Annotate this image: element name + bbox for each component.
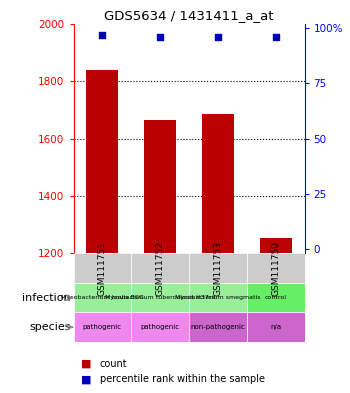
Text: n/a: n/a: [270, 324, 281, 330]
Point: [273, 34, 279, 40]
Text: GSM111751: GSM111751: [98, 241, 107, 296]
Text: Mycobacterium tuberculosis H37ra: Mycobacterium tuberculosis H37ra: [105, 295, 215, 300]
Text: Mycobacterium bovis BCG: Mycobacterium bovis BCG: [61, 295, 144, 300]
Text: GSM111750: GSM111750: [271, 241, 280, 296]
Bar: [131, 253, 189, 283]
Bar: [144, 120, 176, 253]
Text: control: control: [265, 295, 287, 300]
Bar: [189, 283, 247, 312]
Bar: [202, 114, 234, 253]
Text: GSM111752: GSM111752: [156, 241, 164, 296]
Bar: [247, 283, 304, 312]
Bar: [74, 253, 131, 283]
Text: species: species: [29, 322, 71, 332]
Point: [215, 34, 221, 40]
Text: ■: ■: [80, 358, 91, 369]
Bar: [260, 238, 292, 253]
Point: [158, 34, 163, 40]
Bar: [74, 283, 131, 312]
Text: GSM111753: GSM111753: [214, 241, 222, 296]
Title: GDS5634 / 1431411_a_at: GDS5634 / 1431411_a_at: [104, 9, 274, 22]
Text: pathogenic: pathogenic: [83, 324, 122, 330]
Bar: [86, 70, 118, 253]
Bar: [131, 283, 189, 312]
Text: pathogenic: pathogenic: [141, 324, 180, 330]
Bar: [131, 312, 189, 342]
Bar: [247, 253, 304, 283]
Text: infection: infection: [22, 293, 71, 303]
Bar: [74, 312, 131, 342]
Text: Mycobacterium smegmatis: Mycobacterium smegmatis: [175, 295, 261, 300]
Text: ■: ■: [80, 374, 91, 384]
Text: percentile rank within the sample: percentile rank within the sample: [100, 374, 265, 384]
Point: [99, 31, 105, 38]
Text: count: count: [100, 358, 127, 369]
Bar: [189, 312, 247, 342]
Text: non-pathogenic: non-pathogenic: [190, 324, 245, 330]
Bar: [189, 253, 247, 283]
Bar: [247, 312, 304, 342]
